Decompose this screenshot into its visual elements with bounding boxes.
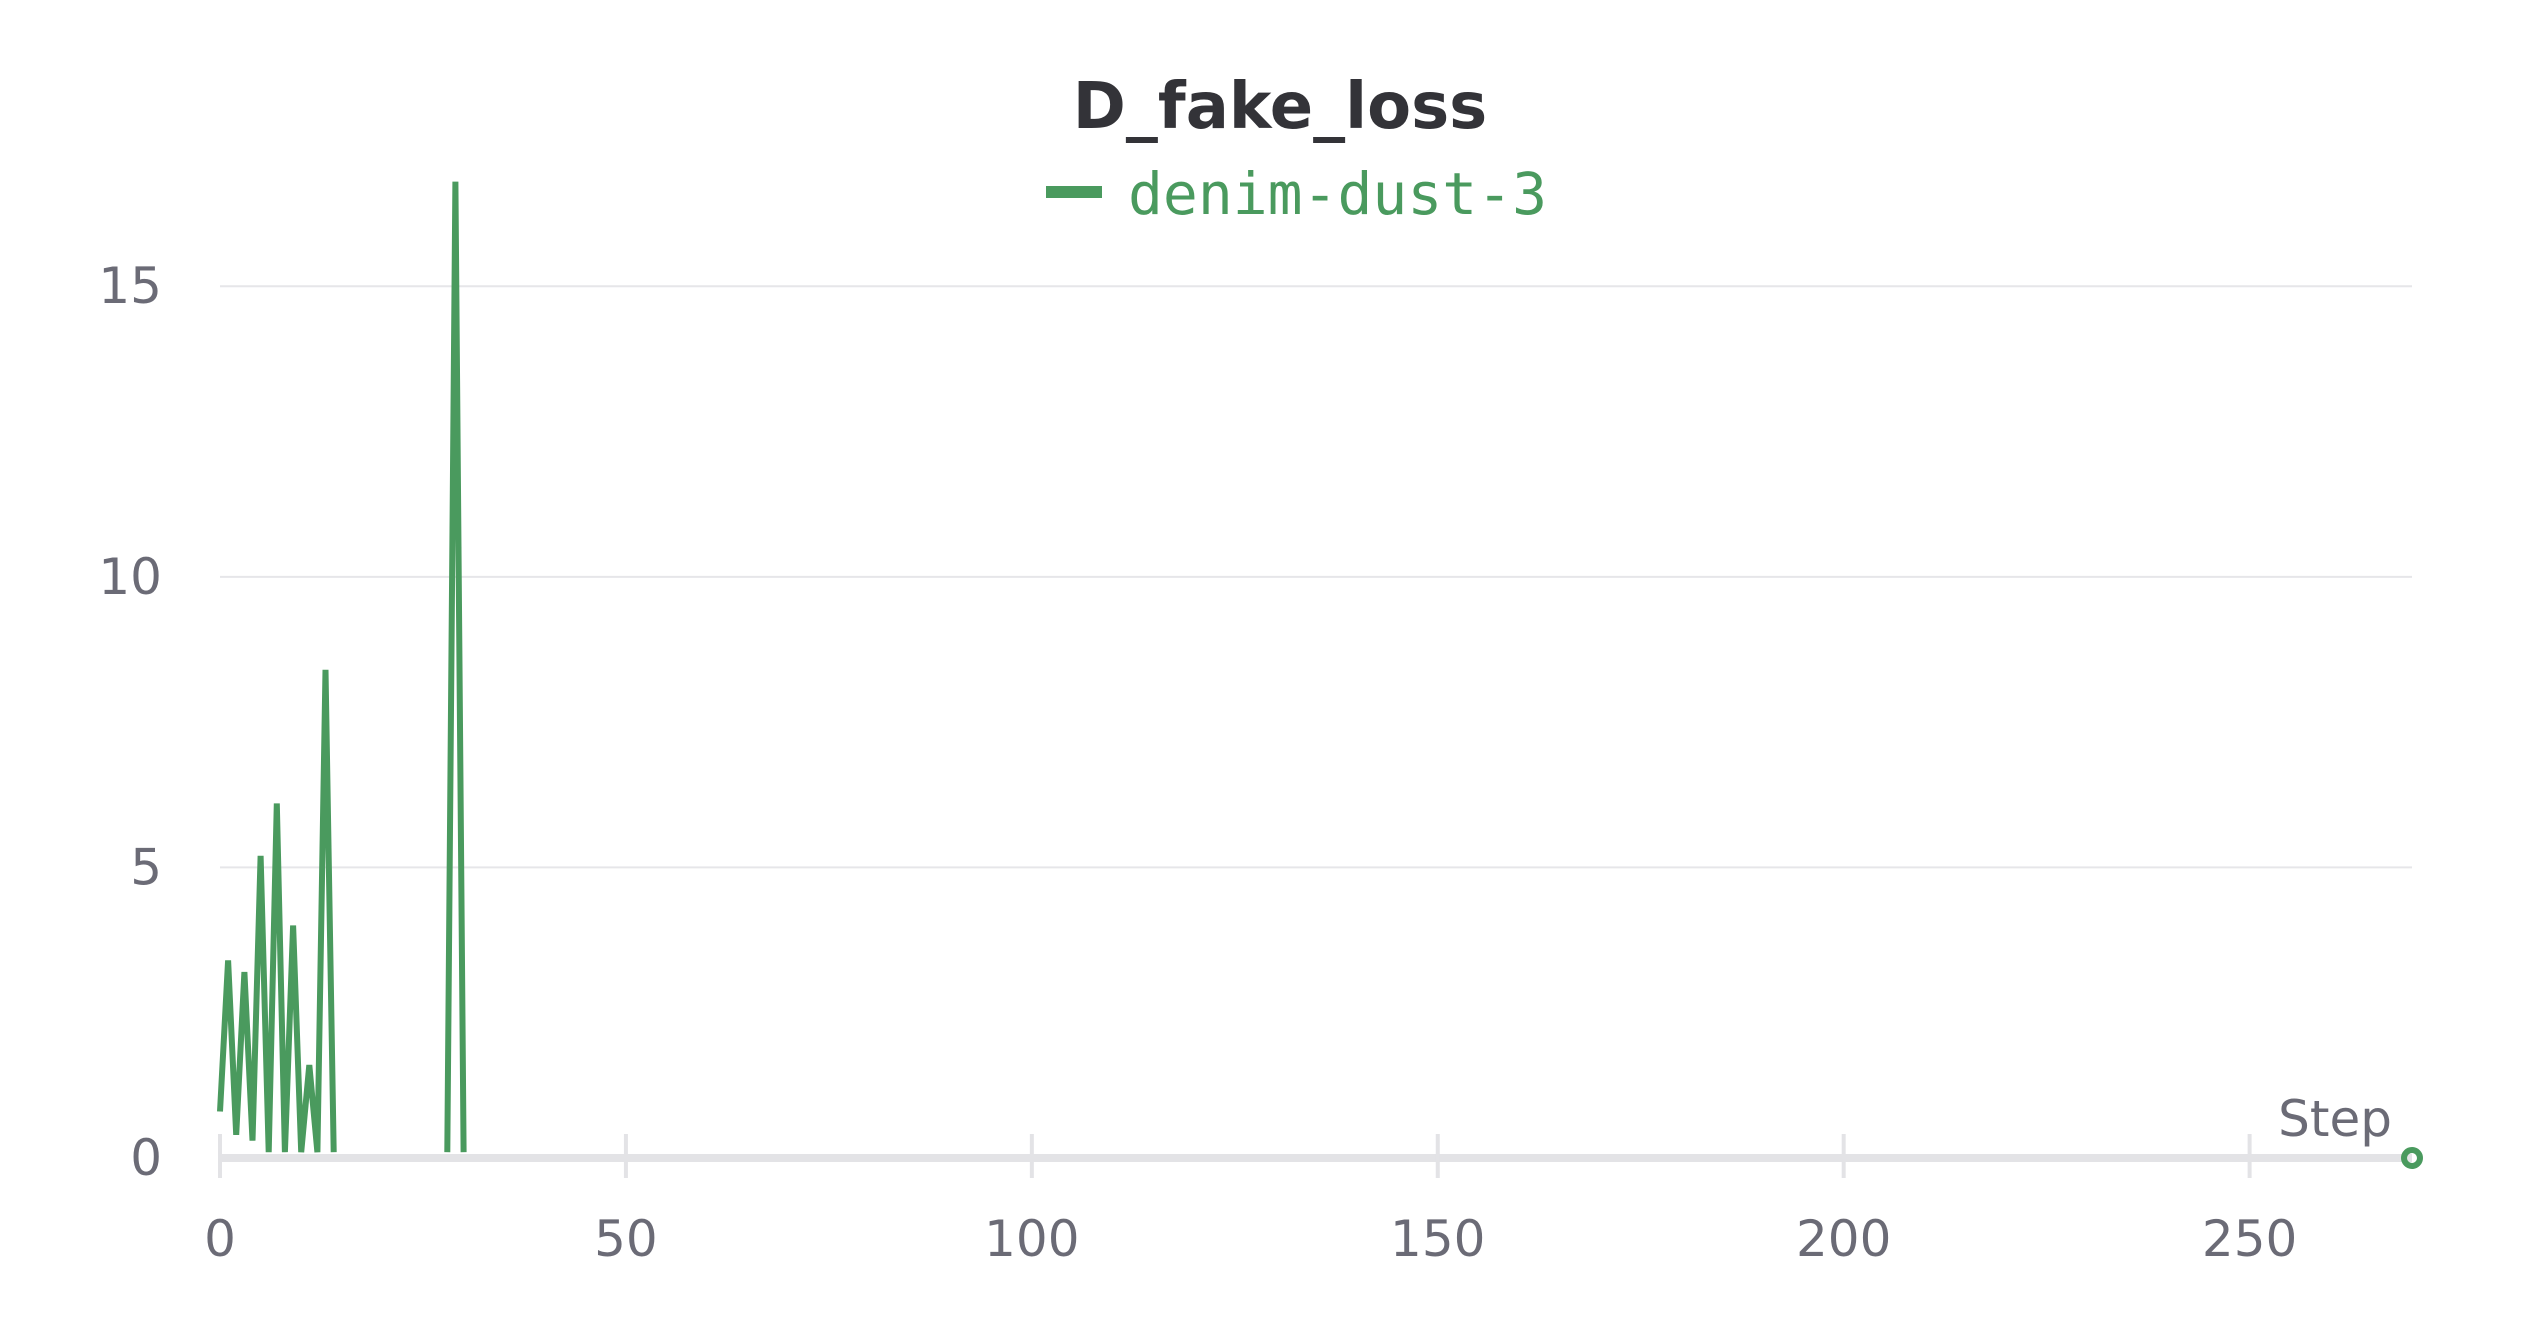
x-tick-label: 200 <box>1796 1210 1891 1268</box>
x-axis: 0 50 100 150 200 250 Step <box>204 1090 2412 1268</box>
series-layer <box>217 181 2423 1169</box>
legend-label: denim-dust-3 <box>1128 160 1547 228</box>
y-tick-label: 5 <box>130 838 162 896</box>
series-line-segment <box>444 181 467 1153</box>
series-line-segment <box>217 669 337 1153</box>
y-tick-label: 0 <box>130 1129 162 1187</box>
gridlines <box>220 285 2412 869</box>
y-tick-label: 10 <box>98 548 162 606</box>
x-tick-label: 50 <box>594 1210 658 1268</box>
x-tick-label: 100 <box>984 1210 1079 1268</box>
x-tick-label: 150 <box>1390 1210 1485 1268</box>
x-tick-label: 250 <box>2202 1210 2297 1268</box>
y-tick-label: 15 <box>98 257 162 315</box>
chart-title: D_fake_loss <box>1073 70 1488 144</box>
legend[interactable]: denim-dust-3 <box>1046 160 1547 228</box>
legend-entry[interactable]: denim-dust-3 <box>1046 160 1547 228</box>
x-tick-label: 0 <box>204 1210 236 1268</box>
x-axis-label: Step <box>2278 1090 2392 1148</box>
series-end-marker <box>2401 1147 2423 1169</box>
y-axis: 0 5 10 15 <box>98 257 162 1187</box>
